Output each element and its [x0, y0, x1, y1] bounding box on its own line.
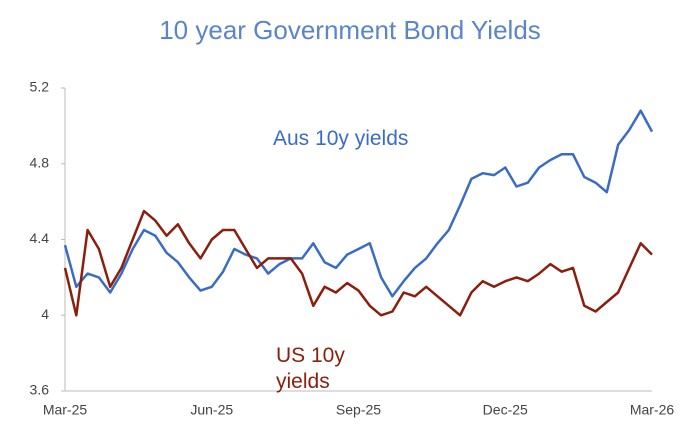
x-tick-label: Dec-25 — [483, 402, 528, 418]
y-tick-label: 4.4 — [30, 230, 50, 246]
y-tick-label: 4.8 — [30, 154, 50, 170]
series-label: Aus 10y yields — [273, 127, 409, 150]
x-tick-label: Mar-25 — [43, 402, 88, 418]
x-tick-label: Mar-26 — [630, 402, 675, 418]
x-tick-label: Jun-25 — [190, 402, 233, 418]
y-tick-label: 3.6 — [30, 382, 50, 398]
series-line — [63, 109, 654, 298]
chart-title: 10 year Government Bond Yields — [159, 15, 541, 45]
series-label: US 10y yields — [276, 344, 345, 393]
y-tick-label: 4 — [41, 306, 49, 322]
series-line — [63, 209, 653, 317]
x-tick-label: Sep-25 — [336, 402, 381, 418]
y-tick-label: 5.2 — [30, 79, 50, 95]
